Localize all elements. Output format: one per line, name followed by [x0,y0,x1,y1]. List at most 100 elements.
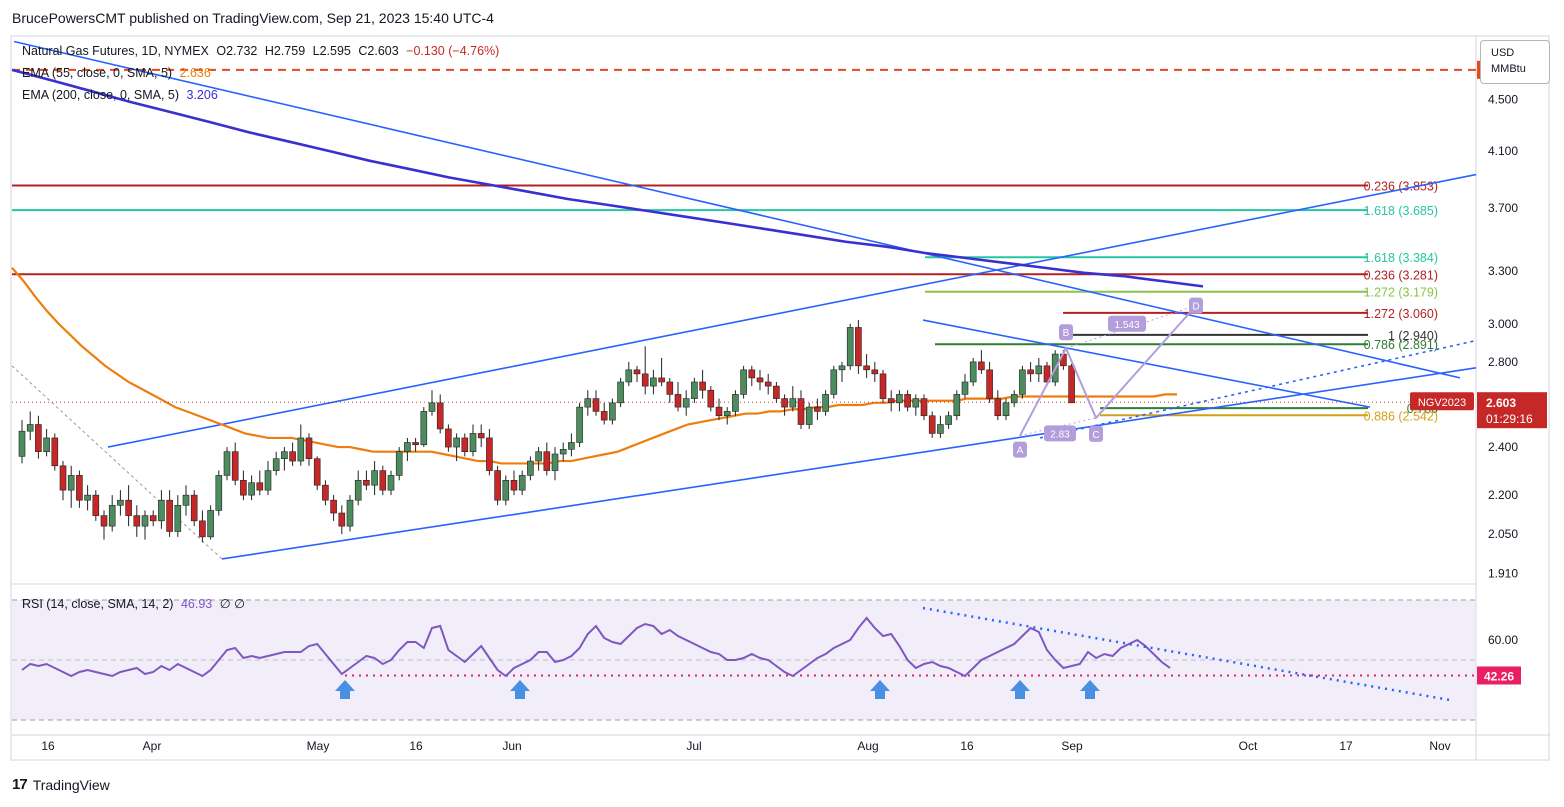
candle-body [125,499,132,516]
ema200-value: 3.206 [186,88,218,102]
currency-line2: MMBtu [1491,63,1526,75]
candle-body [1002,402,1010,417]
time-tick-label: Sep [1061,739,1083,753]
price-tick-label: 3.700 [1488,201,1518,215]
abcd-point-b: B [1063,328,1070,339]
candle-body [322,484,329,501]
candle-body [330,499,337,514]
ohlc-open: O2.732 [216,44,258,58]
rsi-label: RSI (14, close, SMA, 14, 2) [22,597,174,611]
candle-body [748,369,756,379]
candle-body [822,394,829,412]
candle-body [953,394,961,417]
candle-body [978,361,985,371]
candle-body [108,504,116,527]
candle-body [527,460,534,476]
candle-body [773,385,780,399]
candle-body [477,433,485,439]
candle-body [945,415,952,425]
candle-body [764,381,772,387]
price-tick-label: 2.050 [1488,527,1518,541]
candle-body [633,369,641,375]
candle-body [420,411,428,446]
rsi-line [21,616,1171,678]
candle-body [281,451,288,459]
candle-body [756,377,764,383]
rsi-downtrend-line [922,606,1451,702]
rsi-up-arrow-icon [870,680,890,699]
candle-body [658,377,665,383]
candle-body [363,479,370,486]
candle-body [182,494,190,506]
candle-body [707,389,715,408]
candle-body [896,394,903,404]
ema55-value: 2.636 [179,66,211,80]
ema55-legend: EMA (55, close, 0, SMA, 5) 2.636 [22,66,215,80]
candle-body [371,470,378,486]
candle-body [887,398,895,404]
time-tick-label: 16 [41,739,55,753]
ohlc-close: C2.603 [358,44,399,58]
candle-body [961,381,969,395]
candle-body [35,424,42,452]
candle-body [158,499,165,522]
candle-body [1019,369,1026,395]
candle-body [920,398,928,417]
tradingview-footer: 17 TradingView [12,776,110,793]
time-tick-label: Jul [686,739,701,753]
abcd-point-b-badge [1059,324,1073,341]
ema55-line [11,267,1177,465]
candle-body [338,512,346,527]
rsi-up-arrow-icon [335,680,355,699]
rsi-extra: ∅ ∅ [219,597,245,611]
candle-body [732,394,739,412]
ohlc-low: L2.595 [312,44,351,58]
abcd-point-a-badge [1013,441,1027,458]
candle-body [559,449,567,455]
abcd-pattern-line [1019,304,1197,437]
candle-body [207,510,214,538]
currency-line1: USD [1491,47,1515,59]
candle-body [510,479,518,491]
candle-body [535,451,542,462]
candle-body [461,437,469,452]
candle-body [830,369,838,395]
candle-body [666,381,674,395]
currency-unit-button[interactable]: USD MMBtu [1480,40,1550,84]
candle-body [846,327,854,367]
rsi-up-arrow-icon [1080,680,1100,699]
candle-body [100,515,108,527]
candle-body [51,437,59,467]
candle-body [740,369,747,395]
candle-body [986,369,993,399]
price-tick-label: 1.910 [1488,566,1518,580]
candle-body [674,394,682,408]
candle-body [84,494,91,501]
ema200-legend: EMA (200, close, 0, SMA, 5) 3.206 [22,88,222,102]
abcd-ab-ratio: 1.543 [1114,320,1139,331]
candle-body [928,415,936,434]
candle-body [354,479,362,501]
short-downtrend-line [922,319,1371,408]
candle-body [518,475,526,491]
rsi-up-arrow-icon [1010,680,1030,699]
ohlc-high: H2.759 [264,44,306,58]
candle-body [149,515,157,522]
candle-body [313,458,321,486]
candle-body [805,406,813,425]
candle-body [494,470,501,501]
dotted-channel-line [11,365,223,560]
lower-wedge-line [221,367,1477,560]
candle-body [502,479,510,501]
candle-body [568,442,575,450]
candle-body [240,479,247,496]
candle-body [469,433,477,452]
candle-body [781,398,788,408]
candle-body [166,499,173,532]
rsi-tick-label: 60.00 [1488,633,1518,647]
time-tick-label: Apr [143,739,162,753]
candle-body [379,470,387,491]
candle-body [814,406,821,412]
rsi-level-label: 42.26 [1484,669,1514,683]
